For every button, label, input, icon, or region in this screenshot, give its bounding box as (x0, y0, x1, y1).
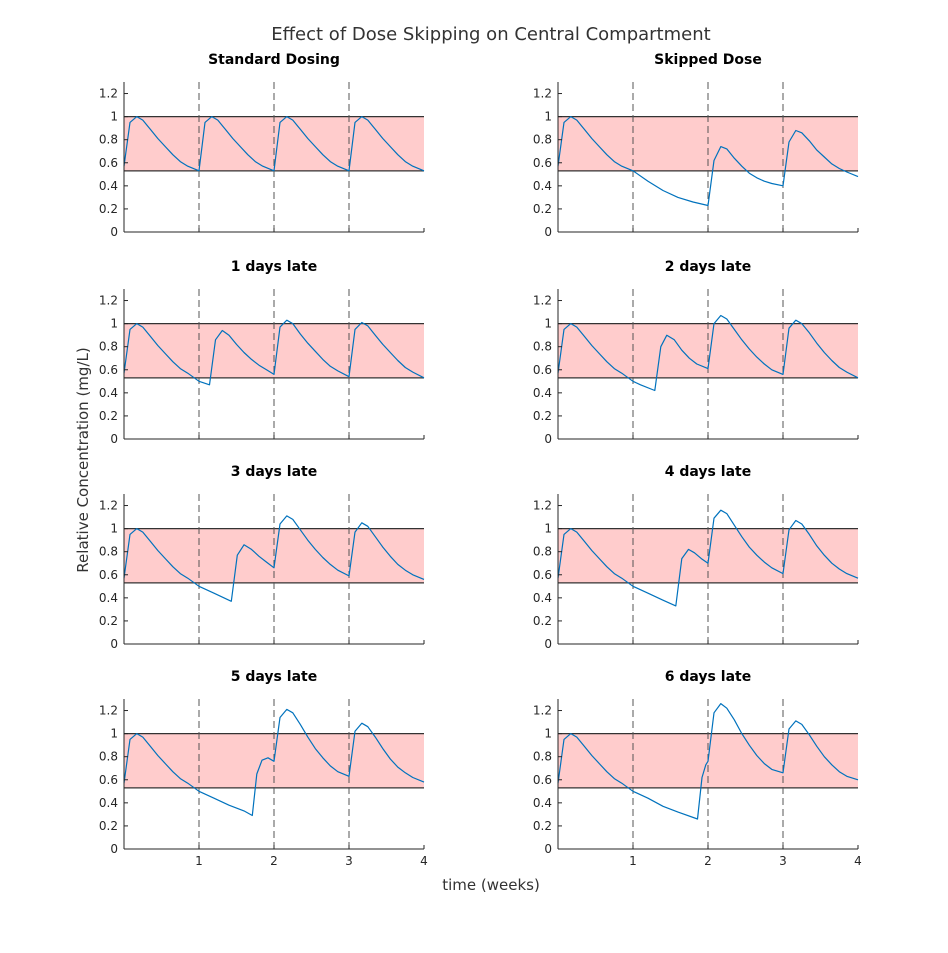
subplot-title: 4 days late (665, 464, 751, 480)
x-axis-label: time (weeks) (442, 876, 540, 894)
y-tick-label: 0.2 (533, 819, 552, 833)
y-tick-label: 1.2 (99, 499, 118, 513)
y-tick-label: 1.2 (533, 87, 552, 101)
y-tick-label: 1.2 (99, 294, 118, 308)
y-tick-label: 1 (544, 110, 552, 124)
y-tick-label: 0.4 (99, 796, 118, 810)
y-tick-label: 0.6 (533, 363, 552, 377)
y-tick-label: 0.4 (99, 179, 118, 193)
concentration-curve (123, 115, 425, 172)
y-tick-label: 0 (544, 432, 552, 446)
y-tick-label: 0.8 (99, 545, 118, 559)
y-tick-label: 1 (544, 522, 552, 536)
y-tick-label: 0 (110, 225, 118, 239)
y-tick-label: 0.8 (99, 340, 118, 354)
concentration-curve (557, 509, 859, 607)
y-tick-label: 0 (110, 842, 118, 856)
y-tick-label: 0.4 (99, 386, 118, 400)
y-tick-label: 1 (544, 317, 552, 331)
y-tick-label: 1 (110, 727, 118, 741)
x-tick-label: 4 (420, 854, 428, 868)
y-tick-label: 0.4 (533, 386, 552, 400)
subplot-3: 1 days late 0 0.2 0.4 0.6 0.8 1 1.2 (99, 259, 425, 446)
concentration-curve (123, 515, 425, 602)
y-tick-label: 1.2 (533, 704, 552, 718)
x-tick-label: 4 (854, 854, 862, 868)
y-tick-label: 0.4 (533, 179, 552, 193)
y-tick-label: 0.8 (533, 340, 552, 354)
y-tick-label: 0 (544, 842, 552, 856)
x-tick-label: 3 (345, 854, 353, 868)
x-tick-label: 1 (629, 854, 637, 868)
y-tick-label: 0.8 (533, 545, 552, 559)
figure-title: Effect of Dose Skipping on Central Compa… (271, 24, 710, 45)
x-tick-label: 3 (779, 854, 787, 868)
concentration-curve (123, 319, 425, 386)
y-tick-label: 1 (110, 317, 118, 331)
concentration-curve (557, 702, 859, 820)
y-axis-label: Relative Concentration (mg/L) (74, 347, 92, 572)
y-tick-label: 0.6 (99, 363, 118, 377)
y-tick-label: 0 (110, 432, 118, 446)
y-tick-label: 0.8 (533, 750, 552, 764)
subplot-title: Skipped Dose (654, 52, 762, 68)
y-tick-label: 0.6 (533, 568, 552, 582)
y-tick-label: 0.2 (533, 614, 552, 628)
y-tick-label: 1 (544, 727, 552, 741)
subplot-6: 4 days late 0 0.2 0.4 0.6 0.8 1 1.2 (533, 464, 859, 651)
subplot-title: 1 days late (231, 259, 317, 275)
x-tick-label: 1 (195, 854, 203, 868)
y-tick-label: 0.4 (533, 591, 552, 605)
y-tick-label: 0 (110, 637, 118, 651)
y-tick-label: 0.2 (99, 409, 118, 423)
y-tick-label: 0.4 (99, 591, 118, 605)
subplot-5: 3 days late 0 0.2 0.4 0.6 0.8 1 1.2 (99, 464, 425, 651)
subplot-2: Skipped Dose 0 0.2 0.4 0.6 0.8 1 1.2 (533, 52, 859, 239)
y-tick-label: 0.8 (99, 133, 118, 147)
subplot-1: Standard Dosing 0 0.2 0.4 0.6 0.8 1 1.2 (99, 52, 425, 239)
subplot-grid: Standard Dosing00.20.40.60.811.2Skipped … (99, 52, 862, 868)
y-tick-label: 1 (110, 522, 118, 536)
subplot-title: 3 days late (231, 464, 317, 480)
y-tick-label: 1.2 (99, 87, 118, 101)
subplot-7: 5 days late 0 0.2 0.4 0.6 0.8 1 1.2 1 2 3 4 (99, 669, 428, 868)
subplot-title: 5 days late (231, 669, 317, 685)
y-tick-label: 0.2 (99, 202, 118, 216)
y-tick-label: 1.2 (533, 294, 552, 308)
y-tick-label: 0 (544, 637, 552, 651)
y-tick-label: 0.6 (99, 156, 118, 170)
y-tick-label: 1 (110, 110, 118, 124)
subplot-title: Standard Dosing (208, 52, 340, 68)
y-tick-label: 1.2 (99, 704, 118, 718)
subplot-4: 2 days late 0 0.2 0.4 0.6 0.8 1 1.2 (533, 259, 859, 446)
y-tick-label: 0.8 (533, 133, 552, 147)
y-tick-label: 0.2 (533, 202, 552, 216)
y-tick-label: 0.6 (99, 568, 118, 582)
y-tick-label: 0.2 (99, 614, 118, 628)
y-tick-label: 0 (544, 225, 552, 239)
concentration-curve (123, 708, 425, 817)
subplot-title: 6 days late (665, 669, 751, 685)
y-tick-label: 0.2 (533, 409, 552, 423)
x-tick-label: 2 (704, 854, 712, 868)
y-tick-label: 1.2 (533, 499, 552, 513)
concentration-curve (557, 115, 859, 207)
subplot-title: 2 days late (665, 259, 751, 275)
concentration-curve (557, 314, 859, 392)
y-tick-label: 0.2 (99, 819, 118, 833)
y-tick-label: 0.6 (533, 156, 552, 170)
y-tick-label: 0.6 (99, 773, 118, 787)
y-tick-label: 0.6 (533, 773, 552, 787)
x-tick-label: 2 (270, 854, 278, 868)
y-tick-label: 0.4 (533, 796, 552, 810)
y-tick-label: 0.8 (99, 750, 118, 764)
subplot-8: 6 days late 0 0.2 0.4 0.6 0.8 1 1.2 1 2 3 4 (533, 669, 862, 868)
